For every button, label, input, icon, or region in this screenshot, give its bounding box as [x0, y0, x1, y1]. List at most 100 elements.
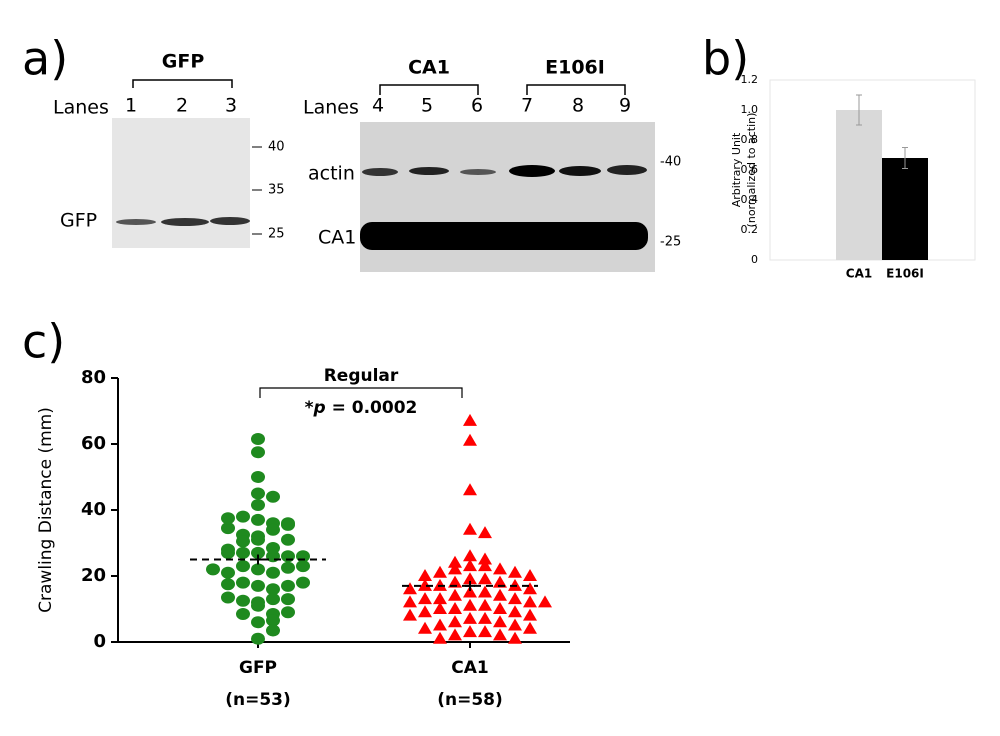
data-point — [418, 578, 432, 591]
row-label: CA1 — [318, 227, 356, 249]
y-axis-label: Crawling Distance (mm) — [36, 407, 56, 613]
data-point — [433, 602, 447, 614]
data-point — [478, 611, 492, 624]
data-point — [251, 616, 265, 629]
y-tick-label: 60 — [81, 433, 106, 454]
data-point — [508, 565, 522, 578]
data-point — [236, 594, 250, 607]
data-point — [236, 546, 250, 559]
data-point — [251, 546, 265, 559]
data-point — [296, 576, 310, 589]
panel-label: b) — [702, 32, 749, 86]
y-tick-label: 0 — [751, 253, 758, 266]
panel-label: c) — [22, 315, 65, 369]
data-point — [463, 585, 477, 598]
lanes-label: Lanes — [53, 97, 109, 119]
data-point — [403, 582, 417, 595]
data-point — [266, 523, 280, 536]
data-point — [508, 631, 522, 644]
data-point — [433, 618, 447, 631]
lane-number: 7 — [521, 95, 533, 117]
data-point — [478, 585, 492, 598]
data-point — [251, 563, 265, 576]
data-point — [266, 541, 280, 554]
x-tick-label: GFP — [239, 658, 277, 678]
y-axis-label: Arbitrary Unit — [730, 132, 743, 207]
data-point — [448, 602, 462, 614]
data-point — [403, 595, 417, 608]
data-point — [493, 615, 507, 628]
y-tick-label: 0.2 — [741, 223, 759, 236]
data-point — [448, 628, 462, 641]
data-point — [493, 628, 507, 641]
blot-image — [112, 118, 250, 248]
data-point — [251, 433, 265, 446]
data-point — [493, 575, 507, 588]
data-point — [418, 569, 432, 581]
data-point — [221, 512, 235, 525]
data-point — [523, 595, 537, 608]
data-point — [478, 526, 492, 539]
p-text: = 0.0002 — [326, 398, 418, 418]
band — [210, 217, 250, 225]
x-tick-label: E106I — [886, 267, 924, 281]
data-point — [448, 575, 462, 588]
data-point — [538, 595, 552, 608]
data-point — [508, 592, 522, 605]
data-point — [266, 614, 280, 627]
data-point — [478, 559, 492, 572]
data-point — [251, 533, 265, 546]
lane-number: 8 — [572, 95, 584, 117]
data-point — [463, 433, 477, 446]
band — [161, 218, 209, 226]
data-point — [463, 611, 477, 624]
data-point — [508, 605, 522, 618]
data-point — [221, 522, 235, 535]
band — [409, 167, 449, 175]
data-point — [251, 579, 265, 592]
data-point — [463, 559, 477, 572]
p-prefix: * — [305, 398, 314, 418]
data-point — [236, 510, 250, 523]
data-point — [448, 588, 462, 601]
band — [360, 222, 648, 250]
y-tick-label: 40 — [81, 499, 106, 520]
lane-number: 6 — [471, 95, 483, 117]
mean-marker — [465, 580, 475, 591]
blot-header: E106I — [545, 57, 605, 79]
data-point — [418, 621, 432, 634]
band — [362, 168, 398, 176]
data-point — [221, 543, 235, 556]
data-point — [433, 565, 447, 578]
p-value: *p = 0.0002 — [305, 398, 418, 418]
data-point — [523, 621, 537, 634]
y-tick-label: 0 — [93, 631, 106, 652]
data-point — [478, 572, 492, 585]
data-point — [281, 593, 295, 606]
row-label: GFP — [60, 210, 97, 232]
data-point — [236, 560, 250, 573]
band — [116, 219, 156, 225]
right-blot: CA1 E106I Lanes 4 5 6 7 8 9 actin CA1 -4… — [303, 57, 681, 272]
data-point — [433, 631, 447, 644]
data-point — [251, 499, 265, 512]
bracket — [259, 387, 463, 398]
data-point — [523, 569, 537, 581]
data-point — [463, 572, 477, 585]
data-point — [281, 606, 295, 619]
y-tick-label: 0.6 — [741, 163, 759, 176]
data-point — [206, 563, 220, 576]
data-point — [221, 578, 235, 591]
y-tick-label: 0.8 — [741, 133, 759, 146]
bracket-label: Regular — [324, 366, 399, 386]
lane-number: 3 — [225, 95, 237, 117]
data-point — [281, 533, 295, 546]
marker-label: 25 — [268, 227, 285, 242]
data-point — [463, 625, 477, 638]
y-axis-label: (normalized to actin) — [745, 113, 758, 228]
y-tick-label: 1.0 — [741, 103, 759, 116]
data-point — [508, 618, 522, 631]
row-label: actin — [308, 163, 355, 185]
data-point — [493, 562, 507, 575]
